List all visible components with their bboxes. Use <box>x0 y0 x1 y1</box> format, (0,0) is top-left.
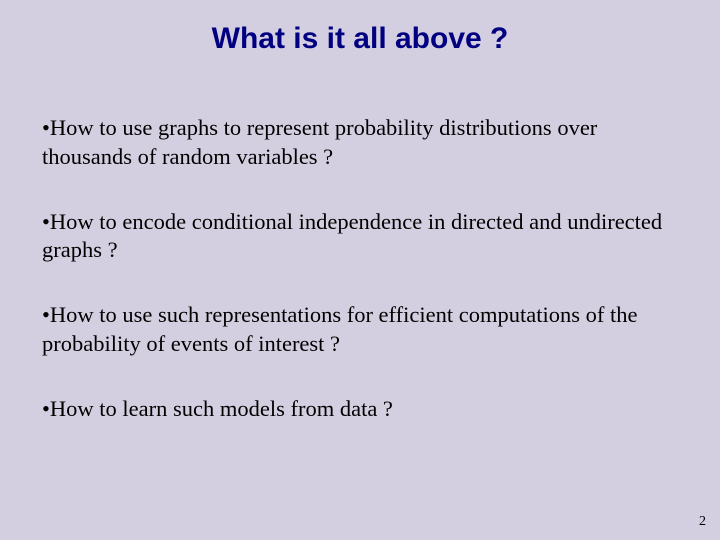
page-number: 2 <box>699 514 706 530</box>
bullet-list: •How to use graphs to represent probabil… <box>42 114 678 424</box>
bullet-mark-icon: • <box>42 115 50 140</box>
slide-container: What is it all above ? •How to use graph… <box>0 0 720 540</box>
bullet-item: •How to use such representations for eff… <box>42 301 678 359</box>
bullet-text: How to encode conditional independence i… <box>42 209 662 263</box>
bullet-mark-icon: • <box>42 302 50 327</box>
bullet-mark-icon: • <box>42 396 50 421</box>
bullet-text: How to use graphs to represent probabili… <box>42 115 597 169</box>
bullet-item: •How to learn such models from data ? <box>42 395 678 424</box>
bullet-text: How to use such representations for effi… <box>42 302 637 356</box>
bullet-item: •How to use graphs to represent probabil… <box>42 114 678 172</box>
bullet-item: •How to encode conditional independence … <box>42 208 678 266</box>
bullet-mark-icon: • <box>42 209 50 234</box>
slide-title: What is it all above ? <box>42 22 678 56</box>
bullet-text: How to learn such models from data ? <box>50 396 393 421</box>
